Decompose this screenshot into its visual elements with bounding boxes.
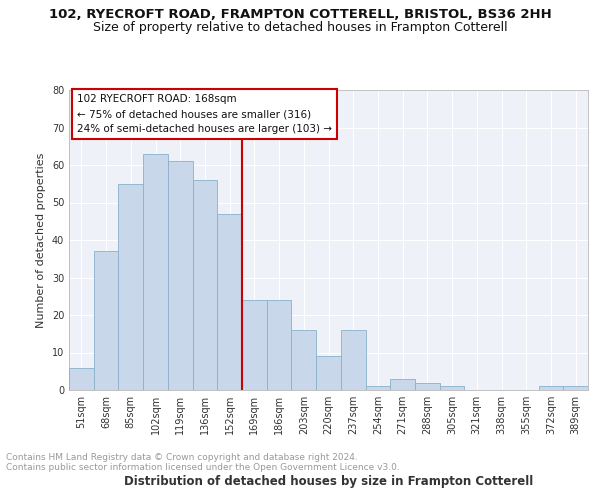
Bar bbox=[440, 386, 464, 390]
Text: Distribution of detached houses by size in Frampton Cotterell: Distribution of detached houses by size … bbox=[124, 474, 533, 488]
Bar bbox=[341, 330, 365, 390]
Bar bbox=[168, 161, 193, 390]
Text: 102 RYECROFT ROAD: 168sqm
← 75% of detached houses are smaller (316)
24% of semi: 102 RYECROFT ROAD: 168sqm ← 75% of detac… bbox=[77, 94, 332, 134]
Bar bbox=[193, 180, 217, 390]
Bar bbox=[563, 386, 588, 390]
Bar bbox=[143, 154, 168, 390]
Bar bbox=[316, 356, 341, 390]
Bar bbox=[292, 330, 316, 390]
Bar bbox=[267, 300, 292, 390]
Bar bbox=[94, 251, 118, 390]
Text: Size of property relative to detached houses in Frampton Cotterell: Size of property relative to detached ho… bbox=[92, 21, 508, 34]
Bar bbox=[539, 386, 563, 390]
Y-axis label: Number of detached properties: Number of detached properties bbox=[36, 152, 46, 328]
Bar bbox=[118, 184, 143, 390]
Text: 102, RYECROFT ROAD, FRAMPTON COTTERELL, BRISTOL, BS36 2HH: 102, RYECROFT ROAD, FRAMPTON COTTERELL, … bbox=[49, 8, 551, 20]
Text: Contains public sector information licensed under the Open Government Licence v3: Contains public sector information licen… bbox=[6, 464, 400, 472]
Bar bbox=[242, 300, 267, 390]
Bar bbox=[390, 379, 415, 390]
Bar bbox=[217, 214, 242, 390]
Bar bbox=[415, 382, 440, 390]
Text: Contains HM Land Registry data © Crown copyright and database right 2024.: Contains HM Land Registry data © Crown c… bbox=[6, 454, 358, 462]
Bar bbox=[365, 386, 390, 390]
Bar bbox=[69, 368, 94, 390]
